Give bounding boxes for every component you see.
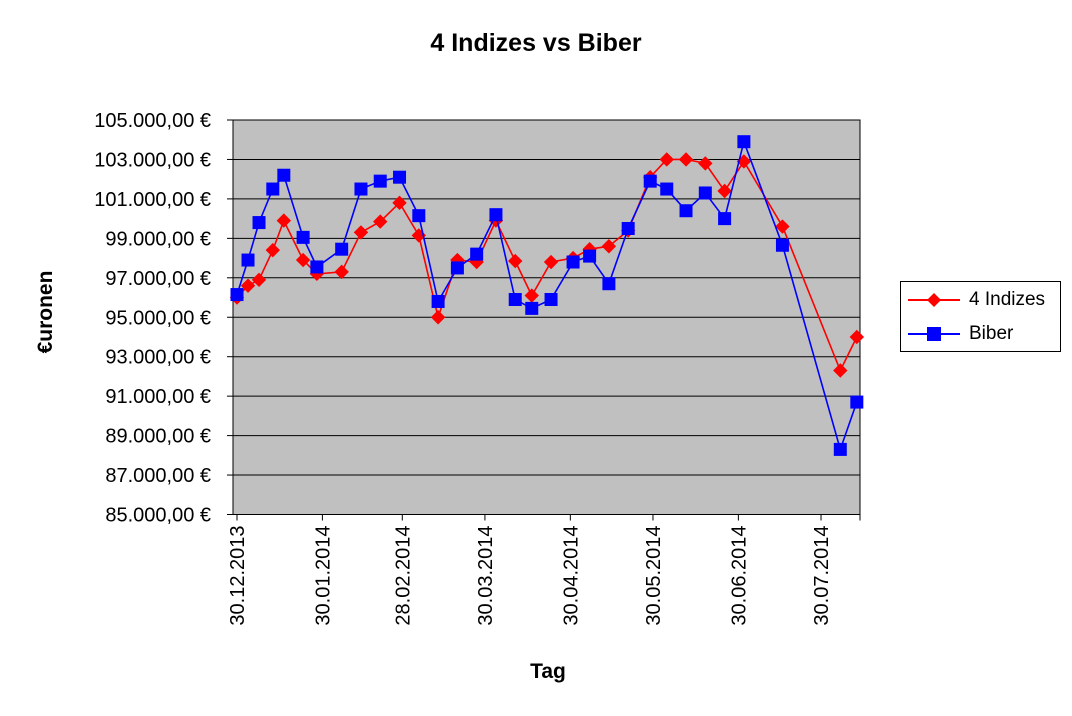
- x-tick-label: 30.04.2014: [560, 526, 582, 626]
- marker-square: [470, 247, 484, 261]
- y-tick-label: 105.000,00 €: [94, 110, 211, 132]
- marker-square: [230, 288, 244, 302]
- x-tick-label: 30.12.2013: [227, 526, 249, 626]
- marker-diamond: [240, 278, 256, 293]
- legend-label: 4 Indizes: [969, 288, 1046, 310]
- x-tick-label: 30.01.2014: [312, 526, 334, 626]
- marker-square: [412, 209, 426, 223]
- marker-square: [431, 294, 445, 308]
- marker-square: [698, 186, 712, 200]
- x-tick-label: 30.07.2014: [811, 526, 833, 626]
- legend-item-biber: Biber: [901, 317, 1060, 351]
- marker-square: [660, 182, 674, 196]
- marker-square: [450, 261, 464, 275]
- marker-square: [489, 208, 503, 222]
- marker-square: [373, 174, 387, 188]
- y-tick-label: 101.000,00 €: [94, 189, 211, 211]
- marker-square: [679, 204, 693, 218]
- y-tick-label: 87.000,00 €: [105, 465, 211, 487]
- marker-diamond: [678, 152, 694, 167]
- marker-diamond: [849, 329, 865, 345]
- marker-square: [508, 292, 522, 306]
- marker-square: [850, 395, 864, 409]
- marker-square: [621, 221, 635, 235]
- marker-square: [241, 253, 255, 267]
- marker-diamond: [265, 242, 281, 258]
- marker-diamond: [524, 288, 539, 303]
- marker-diamond: [295, 252, 311, 268]
- y-tick-label: 99.000,00 €: [105, 228, 211, 250]
- marker-square: [252, 216, 266, 230]
- marker-diamond: [334, 264, 349, 280]
- marker-diamond: [659, 152, 674, 167]
- y-axis-title: €uronen: [34, 270, 57, 354]
- marker-square: [566, 255, 580, 269]
- marker-square: [602, 277, 616, 291]
- marker-square: [296, 230, 310, 244]
- marker-diamond: [430, 310, 446, 325]
- plot-border: [232, 119, 861, 515]
- marker-diamond: [508, 253, 523, 269]
- marker-diamond: [698, 156, 713, 171]
- marker-square: [525, 301, 539, 315]
- marker-square: [737, 135, 751, 149]
- marker-square: [266, 182, 280, 196]
- legend: 4 Indizes Biber: [900, 281, 1061, 352]
- y-tick-label: 97.000,00 €: [105, 268, 211, 290]
- x-axis-title: Tag: [530, 660, 566, 683]
- x-tick-label: 28.02.2014: [392, 526, 414, 626]
- marker-diamond: [392, 195, 407, 211]
- marker-diamond: [775, 219, 790, 234]
- y-tick-label: 103.000,00 €: [94, 149, 211, 171]
- legend-marker-diamond-icon: [908, 292, 960, 307]
- marker-square: [277, 168, 291, 182]
- x-tick-label: 30.03.2014: [475, 526, 497, 626]
- series-biber: [230, 135, 864, 456]
- marker-diamond: [373, 214, 388, 229]
- y-tick-label: 95.000,00 €: [105, 307, 211, 329]
- y-tick-label: 85.000,00 €: [105, 505, 211, 527]
- x-tick-label: 30.06.2014: [728, 526, 750, 626]
- marker-square: [718, 212, 732, 226]
- marker-square: [310, 260, 324, 274]
- marker-square: [643, 174, 657, 188]
- marker-square: [833, 442, 847, 456]
- marker-square: [335, 242, 349, 256]
- marker-diamond: [543, 254, 559, 270]
- marker-diamond: [717, 183, 732, 199]
- marker-square: [393, 170, 407, 184]
- legend-label: Biber: [969, 322, 1014, 344]
- y-tick-label: 91.000,00 €: [105, 386, 211, 408]
- marker-diamond: [601, 239, 617, 254]
- x-tick-label: 30.05.2014: [643, 526, 665, 626]
- legend-marker-square-icon: [908, 326, 960, 341]
- marker-diamond: [276, 213, 292, 228]
- marker-square: [544, 292, 558, 306]
- chart-title: 4 Indizes vs Biber: [430, 29, 642, 57]
- marker-diamond: [833, 363, 848, 378]
- y-tick-label: 89.000,00 €: [105, 426, 211, 448]
- marker-diamond: [251, 272, 267, 287]
- marker-square: [354, 182, 368, 196]
- marker-diamond: [353, 225, 369, 240]
- legend-item-4-indizes: 4 Indizes: [901, 283, 1060, 317]
- marker-square: [775, 238, 789, 252]
- y-tick-label: 93.000,00 €: [105, 347, 211, 369]
- marker-square: [583, 249, 597, 263]
